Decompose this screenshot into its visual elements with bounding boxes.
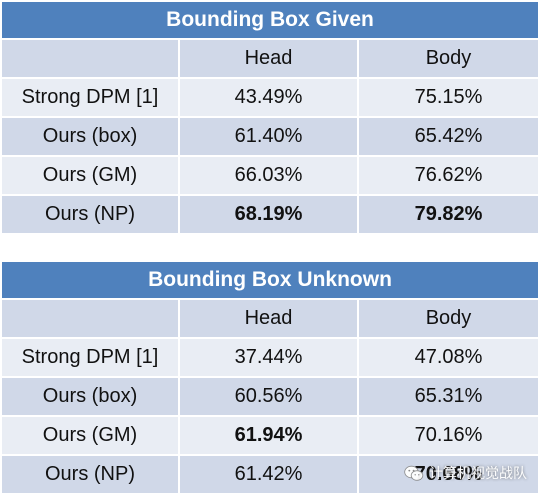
header-cell-method	[2, 300, 180, 339]
results-table-unknown: Bounding Box Unknown Head Body Strong DP…	[2, 262, 538, 495]
body-value-cell: 47.08%	[359, 339, 538, 378]
method-cell: Strong DPM [1]	[2, 79, 180, 118]
body-value-cell: 79.82%	[359, 196, 539, 235]
method-cell: Strong DPM [1]	[2, 339, 180, 378]
head-value-cell: 68.19%	[180, 196, 359, 235]
header-cell-body: Body	[359, 300, 538, 339]
table-row: Ours (NP) 68.19% 79.82%	[2, 196, 539, 235]
body-value-cell: 76.62%	[359, 157, 539, 196]
head-value-cell: 61.42%	[180, 456, 359, 495]
method-cell: Ours (box)	[2, 118, 180, 157]
table: Bounding Box Unknown Head Body Strong DP…	[2, 262, 538, 495]
head-value-cell: 66.03%	[180, 157, 359, 196]
results-table-given: Bounding Box Given Head Body Strong DPM …	[2, 2, 539, 235]
watermark: 计算机视觉战队	[404, 463, 527, 483]
table-row: Strong DPM [1] 43.49% 75.15%	[2, 79, 539, 118]
table-row: Ours (GM) 61.94% 70.16%	[2, 417, 538, 456]
head-value-cell: 60.56%	[180, 378, 359, 417]
header-cell-head: Head	[180, 300, 359, 339]
head-value-cell: 61.40%	[180, 118, 359, 157]
header-row: Head Body	[2, 300, 538, 339]
wechat-icon	[404, 465, 424, 481]
header-cell-method	[2, 40, 180, 79]
head-value-cell: 37.44%	[180, 339, 359, 378]
table-row: Strong DPM [1] 37.44% 47.08%	[2, 339, 538, 378]
method-cell: Ours (GM)	[2, 417, 180, 456]
table-row: Ours (NP) 61.42% 70.68%	[2, 456, 538, 495]
table: Bounding Box Given Head Body Strong DPM …	[2, 2, 539, 235]
header-cell-body: Body	[359, 40, 539, 79]
table-row: Ours (box) 61.40% 65.42%	[2, 118, 539, 157]
body-value-cell: 75.15%	[359, 79, 539, 118]
header-row: Head Body	[2, 40, 539, 79]
watermark-text: 计算机视觉战队	[429, 466, 527, 482]
table-row: Ours (box) 60.56% 65.31%	[2, 378, 538, 417]
body-value-cell: 65.31%	[359, 378, 538, 417]
table-row: Ours (GM) 66.03% 76.62%	[2, 157, 539, 196]
head-value-cell: 43.49%	[180, 79, 359, 118]
method-cell: Ours (NP)	[2, 196, 180, 235]
body-value-cell: 65.42%	[359, 118, 539, 157]
body-value-cell: 70.16%	[359, 417, 538, 456]
header-cell-head: Head	[180, 40, 359, 79]
method-cell: Ours (NP)	[2, 456, 180, 495]
method-cell: Ours (GM)	[2, 157, 180, 196]
method-cell: Ours (box)	[2, 378, 180, 417]
table-title: Bounding Box Unknown	[2, 262, 538, 300]
head-value-cell: 61.94%	[180, 417, 359, 456]
table-title: Bounding Box Given	[2, 2, 539, 40]
body-value-cell: 70.68%	[359, 456, 538, 495]
